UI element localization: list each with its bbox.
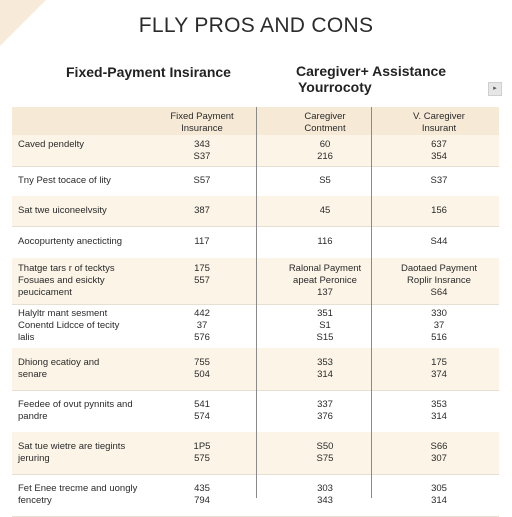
caregiver-value: Ralonal Payment apeat Peronice 137 — [288, 263, 362, 298]
v-caregiver-value: 156 — [431, 205, 447, 216]
row-label: Aocopurtenty anecticting — [18, 236, 123, 247]
row-label: Tny Pest tocace of lity — [18, 175, 111, 186]
caregiver-value: S50 S75 — [316, 441, 334, 464]
caregiver-value: 337 376 — [317, 399, 333, 422]
caregiver-value: S5 — [319, 175, 331, 186]
caregiver-value: 303 343 — [317, 483, 333, 506]
fixed-payment-value: 435 794 — [194, 483, 210, 506]
row-label: Caved pendelty — [18, 139, 85, 150]
row-label: Sat twe uiconeelvsity — [18, 205, 107, 216]
table-row: Sat twe uiconeelvsity 387 45 156 — [12, 196, 499, 227]
left-heading: Fixed-Payment Insirance — [66, 64, 231, 80]
column-header: Fixed Payment Insurance — [170, 111, 234, 134]
table-row: Dhiong ecatioy and senare 755 504 353 314 175 3… — [12, 348, 499, 391]
row-label: Sat tue wietre are tiegints jeruring — [18, 441, 126, 464]
fixed-payment-value: 343 S37 — [193, 139, 211, 162]
v-caregiver-value: 305 314 — [431, 483, 447, 506]
comparison-table: Fixed Payment Insurance Caregiver Contment V… — [12, 107, 499, 517]
caregiver-value: 60 216 — [317, 139, 333, 162]
right-heading-line: Caregiver+ Assistance — [296, 63, 447, 79]
column-header: Caregiver Contment — [304, 111, 346, 134]
fixed-payment-value: 541 574 — [194, 399, 210, 422]
caregiver-value: 353 314 — [317, 357, 333, 380]
fixed-payment-value: 442 37 576 — [194, 308, 210, 343]
v-caregiver-value: S66 307 — [430, 441, 448, 464]
page-title: FLLY PROS AND CONS — [138, 14, 374, 37]
column-header: V. Caregiver Insurant — [413, 111, 465, 134]
corner-arrow-button[interactable]: ▸ — [488, 82, 502, 96]
v-caregiver-value: 175 374 — [431, 357, 447, 380]
caregiver-value: 116 — [317, 236, 333, 247]
row-label: Dhiong ecatioy and senare — [18, 357, 100, 380]
right-heading: Caregiver+ Assistance Yourrocoty — [296, 63, 446, 95]
v-caregiver-value: 330 37 516 — [431, 308, 447, 343]
fixed-payment-value: 387 — [194, 205, 210, 216]
right-heading-subline: Yourrocoty — [298, 79, 372, 95]
caregiver-value: 45 — [319, 205, 331, 216]
row-label: Halyltr mant sesment Conentd Lidcce of te… — [18, 308, 120, 343]
v-caregiver-value: 353 314 — [431, 399, 447, 422]
column-divider — [371, 107, 372, 498]
table-row: Thatge tars r of tecktys Fosuaes and esic… — [12, 258, 499, 305]
fixed-payment-value: 1P5 575 — [193, 441, 211, 464]
table-row: Sat tue wietre are tiegints jeruring 1P5 57… — [12, 432, 499, 475]
fixed-payment-value: 117 — [194, 236, 210, 247]
fixed-payment-value: S57 — [193, 175, 211, 186]
row-label: Thatge tars r of tecktys Fosuaes and esic… — [18, 263, 115, 298]
row-label: Feedee of ovut pynnits and pandre — [18, 399, 133, 422]
caregiver-value: 351 S1 S15 — [316, 308, 334, 343]
v-caregiver-value: Daotaed Payment Roplir Insrance S64 — [400, 263, 478, 298]
fixed-payment-value: 755 504 — [194, 357, 210, 380]
v-caregiver-value: 637 354 — [431, 139, 447, 162]
v-caregiver-value: S44 — [430, 236, 448, 247]
fixed-payment-value: 175 557 — [194, 263, 210, 286]
v-caregiver-value: S37 — [430, 175, 448, 186]
column-divider — [256, 107, 257, 498]
corner-decoration — [0, 0, 46, 46]
table-row: Caved pendelty 343 S37 60 216 637 354 — [12, 135, 499, 167]
row-label: Fet Enee trecme and uongly fencetry — [18, 483, 138, 506]
